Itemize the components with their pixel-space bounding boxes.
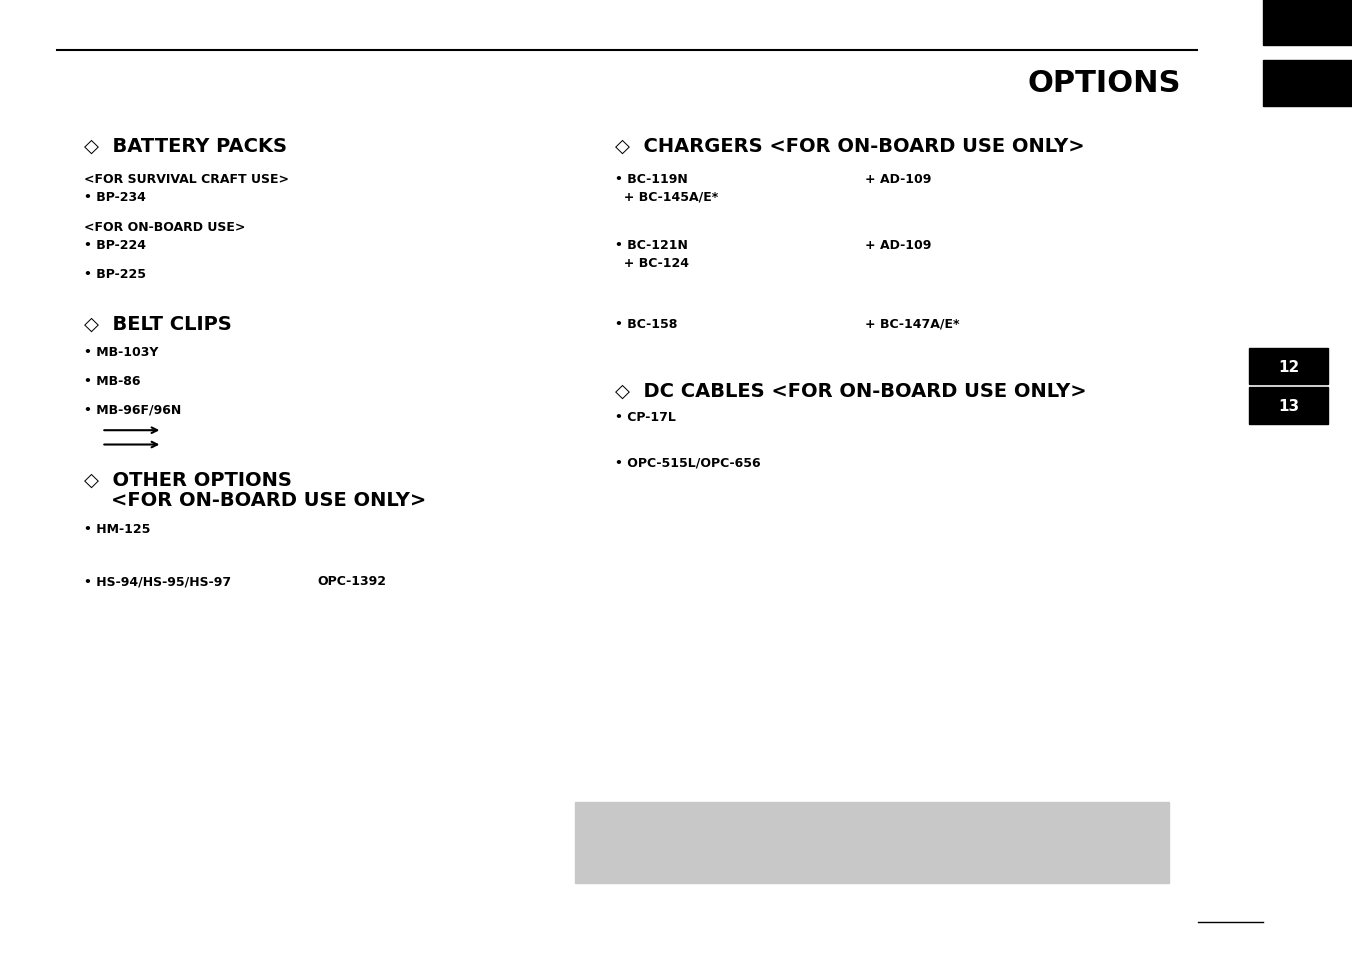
Bar xyxy=(1263,0,1352,46)
Text: ◇  CHARGERS <FOR ON-BOARD USE ONLY>: ◇ CHARGERS <FOR ON-BOARD USE ONLY> xyxy=(615,136,1084,155)
Text: OPC-1392: OPC-1392 xyxy=(318,575,387,588)
Text: • MB-103Y: • MB-103Y xyxy=(84,346,158,359)
Text: + BC-147A/E*: + BC-147A/E* xyxy=(865,317,960,331)
Text: + BC-124: + BC-124 xyxy=(615,256,690,270)
Text: • MB-96F/96N: • MB-96F/96N xyxy=(84,403,181,416)
Text: • OPC-515L/OPC-656: • OPC-515L/OPC-656 xyxy=(615,456,761,469)
Text: <FOR ON-BOARD USE ONLY>: <FOR ON-BOARD USE ONLY> xyxy=(84,491,426,510)
Text: • BC-121N: • BC-121N xyxy=(615,238,688,252)
Bar xyxy=(1249,349,1328,385)
Bar xyxy=(1249,388,1328,424)
Text: • BP-224: • BP-224 xyxy=(84,238,146,252)
Bar xyxy=(1263,61,1352,107)
Text: • HM-125: • HM-125 xyxy=(84,522,150,536)
Text: ◇  BELT CLIPS: ◇ BELT CLIPS xyxy=(84,314,231,334)
Text: <FOR ON-BOARD USE>: <FOR ON-BOARD USE> xyxy=(84,220,245,233)
Text: ◇  BATTERY PACKS: ◇ BATTERY PACKS xyxy=(84,136,287,155)
Text: + AD-109: + AD-109 xyxy=(865,238,932,252)
Text: ◇  OTHER OPTIONS: ◇ OTHER OPTIONS xyxy=(84,470,292,489)
Text: • MB-86: • MB-86 xyxy=(84,375,141,388)
Bar xyxy=(575,802,1169,883)
Text: • CP-17L: • CP-17L xyxy=(615,411,676,424)
Text: • BC-119N: • BC-119N xyxy=(615,172,688,186)
Text: • BP-225: • BP-225 xyxy=(84,268,146,281)
Text: 13: 13 xyxy=(1278,398,1299,414)
Text: • HS-94/HS-95/HS-97: • HS-94/HS-95/HS-97 xyxy=(84,575,231,588)
Text: OPTIONS: OPTIONS xyxy=(1028,70,1182,98)
Text: • BP-234: • BP-234 xyxy=(84,191,146,204)
Text: + AD-109: + AD-109 xyxy=(865,172,932,186)
Text: + BC-145A/E*: + BC-145A/E* xyxy=(615,191,718,204)
Text: <FOR SURVIVAL CRAFT USE>: <FOR SURVIVAL CRAFT USE> xyxy=(84,172,289,186)
Text: • BC-158: • BC-158 xyxy=(615,317,677,331)
Text: 12: 12 xyxy=(1278,359,1299,375)
Text: ◇  DC CABLES <FOR ON-BOARD USE ONLY>: ◇ DC CABLES <FOR ON-BOARD USE ONLY> xyxy=(615,381,1087,400)
